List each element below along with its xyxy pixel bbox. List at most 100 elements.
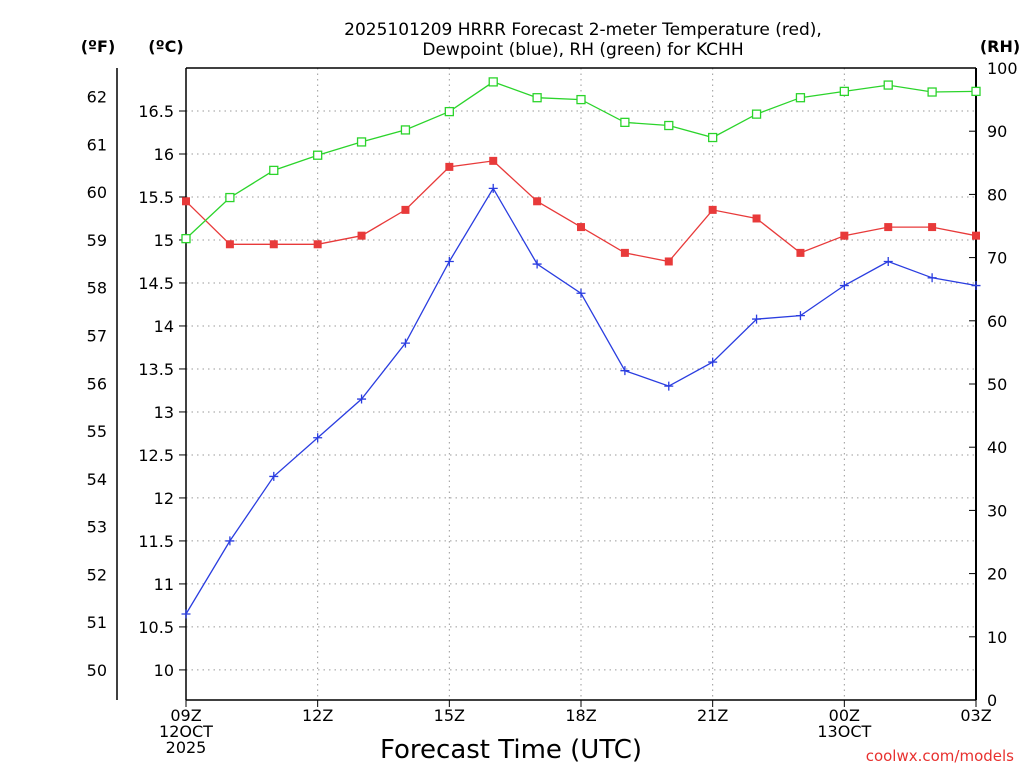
dewpoint-point [883,256,893,266]
fahrenheit-tick-label: 56 [87,374,107,393]
temperature-point [752,214,761,223]
rh-point [532,93,542,103]
fahrenheit-tick-label: 62 [87,88,107,107]
temperature-point [577,223,585,232]
temperature-point [840,231,849,240]
dewpoint-point [532,259,542,269]
celsius-tick-label: 12.5 [138,446,174,465]
celsius-tick-label: 10 [154,661,174,680]
rh-series-line [185,81,977,240]
temperature-point [401,205,410,214]
dewpoint-point [752,314,762,324]
temperature-point [445,162,454,171]
temperature-point [620,248,629,257]
rh-tick-label: 70 [987,249,1007,268]
x-tick-label: 2025 [166,738,207,757]
temperature-point [489,156,498,165]
rh-point [356,137,367,147]
rh-tick-label: 40 [987,438,1007,457]
dewpoint-point [357,394,367,404]
celsius-tick-label: 15.5 [138,188,174,207]
rh-tick-label: 30 [987,501,1007,520]
temperature-point [313,240,322,249]
temperature-point [357,231,366,240]
temperature-point [269,240,278,249]
dewpoint-point [971,281,981,291]
temperature-point [182,197,190,206]
dewpoint-series-line [185,187,977,615]
temperature-point [884,223,893,232]
rh-point [269,165,279,176]
rh-point [927,87,937,97]
rh-point [620,117,630,128]
rh-tick-label: 20 [987,565,1007,584]
fahrenheit-tick-label: 54 [87,470,107,489]
x-tick-label: 09Z [170,706,201,725]
fahrenheit-tick-label: 51 [87,613,107,632]
celsius-unit-label: (ºC) [148,37,183,56]
temperature-point [533,197,542,206]
temperature-point [972,231,980,240]
fahrenheit-tick-label: 58 [87,279,107,298]
rh-point [225,192,235,203]
rh-point [181,233,191,244]
rh-tick-label: 50 [987,375,1007,394]
dewpoint-point [927,273,937,283]
fahrenheit-tick-label: 59 [87,231,107,250]
rh-point [751,109,762,119]
rh-unit-label: (RH) [980,37,1020,56]
fahrenheit-tick-label: 55 [87,422,107,441]
celsius-tick-label: 16.5 [138,102,174,121]
fahrenheit-tick-label: 61 [87,135,107,154]
dewpoint-point [839,281,849,291]
celsius-tick-label: 10.5 [138,618,174,637]
x-tick-label: 03Z [960,706,991,725]
x-tick-label: 13OCT [817,722,871,741]
dewpoint-point [269,471,279,481]
rh-point [444,106,454,117]
fahrenheit-tick-label: 50 [87,661,107,680]
rh-tick-label: 0 [987,691,997,710]
x-tick-label: 12OCT [159,722,213,741]
temperature-point [664,257,673,266]
rh-tick-label: 100 [987,59,1018,78]
rh-point [839,86,849,97]
dewpoint-point [576,288,586,298]
rh-tick-label: 90 [987,122,1007,141]
rh-tick-label: 80 [987,185,1007,204]
rh-point [883,80,893,90]
chart-title-line2: Dewpoint (blue), RH (green) for KCHH [422,40,743,60]
fahrenheit-unit-label: (ºF) [81,37,116,56]
rh-point [664,120,674,131]
x-tick-label: 00Z [829,706,860,725]
celsius-tick-label: 15 [154,231,174,250]
chart-title-line1: 2025101209 HRRR Forecast 2-meter Tempera… [344,20,822,40]
rh-point [795,93,806,103]
dewpoint-point [620,366,630,376]
dewpoint-point [664,381,674,391]
celsius-tick-label: 14.5 [138,274,174,293]
rh-point [971,86,981,97]
rh-point [400,125,411,135]
fahrenheit-tick-label: 57 [87,327,107,346]
fahrenheit-tick-label: 53 [87,518,107,537]
dewpoint-point [181,609,191,619]
celsius-tick-label: 16 [154,145,174,164]
celsius-tick-label: 13 [154,403,174,422]
celsius-tick-label: 11.5 [138,532,174,551]
plot-area: 10 10.5 11 11.5 12 12.5 13 13.5 14 14.5 15 15.5 16 16… [87,59,1018,757]
celsius-tick-label: 14 [154,317,174,336]
credit-label: coolwx.com/models [866,747,1014,765]
rh-point [488,77,498,87]
dewpoint-point [400,338,410,348]
fahrenheit-tick-label: 60 [87,183,107,202]
rh-tick-label: 60 [987,312,1007,331]
dewpoint-point [488,183,498,193]
celsius-tick-label: 11 [154,575,174,594]
dewpoint-point [708,357,718,367]
rh-point [708,132,718,143]
x-tick-label: 12Z [302,706,333,725]
dewpoint-point [795,311,805,321]
x-tick-label: 18Z [565,706,596,725]
x-tick-label: 15Z [434,706,465,725]
